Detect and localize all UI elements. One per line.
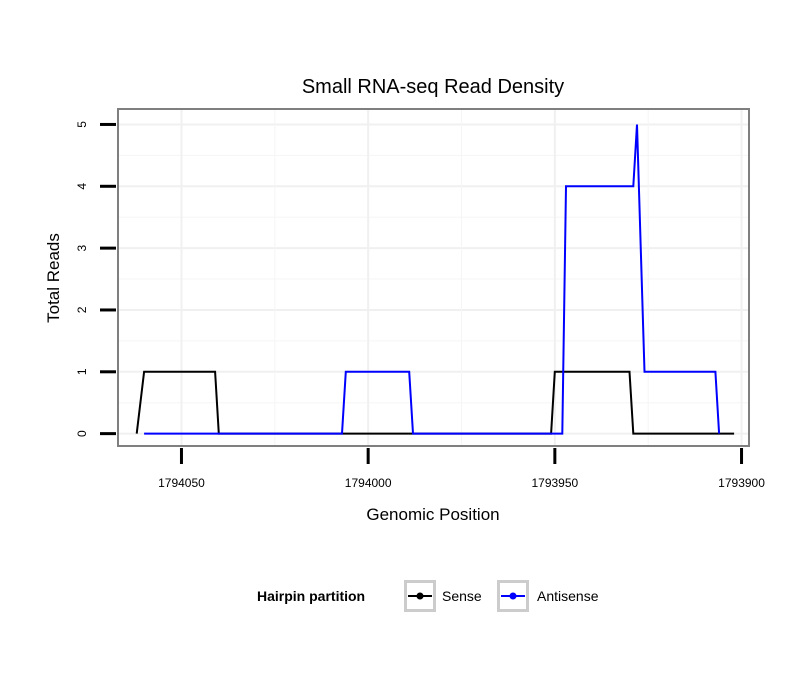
x-axis-ticks: 1794050 1794000 1793950 1793900 (158, 448, 765, 490)
legend-title: Hairpin partition (257, 588, 366, 604)
y-tick-label: 1 (75, 368, 89, 375)
chart-title: Small RNA-seq Read Density (302, 76, 564, 98)
x-tick-label: 1794000 (345, 476, 392, 490)
legend-swatch-antisense (501, 592, 525, 600)
plot-panel-border (117, 108, 750, 447)
series-lines (135, 124, 735, 435)
x-tick-label: 1793950 (531, 476, 578, 490)
legend-swatch-sense (408, 592, 432, 600)
series-line-antisense (144, 124, 721, 435)
legend-key-sense (404, 580, 436, 612)
y-tick-label: 0 (75, 430, 89, 437)
y-tick-label: 3 (75, 244, 89, 251)
legend: Hairpin partition Sense Antisense (0, 576, 810, 620)
y-axis-ticks: 0 1 2 3 4 5 (75, 121, 116, 437)
y-tick-label: 2 (75, 306, 89, 313)
legend-label-antisense: Antisense (537, 588, 599, 604)
y-tick-label: 5 (75, 121, 89, 128)
x-axis-label: Genomic Position (366, 505, 499, 524)
legend-label-sense: Sense (442, 588, 482, 604)
x-tick-label: 1793900 (718, 476, 765, 490)
legend-key-antisense (497, 580, 529, 612)
y-axis-label: Total Reads (44, 233, 63, 323)
grid-lines (118, 109, 749, 446)
y-tick-label: 4 (75, 183, 89, 190)
x-tick-label: 1794050 (158, 476, 205, 490)
